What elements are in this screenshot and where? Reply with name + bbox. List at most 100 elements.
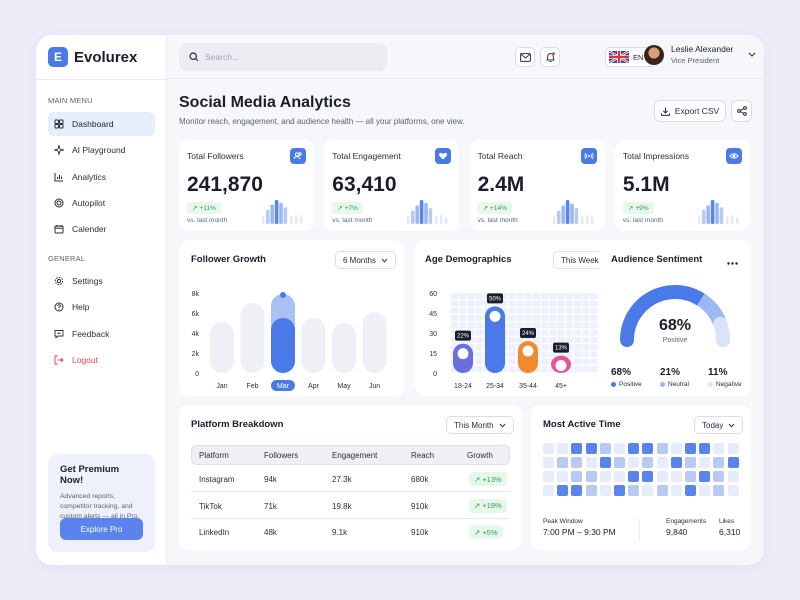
- heatmap-cell[interactable]: [713, 443, 725, 454]
- age-bar[interactable]: [485, 306, 505, 373]
- sidebar-item-help[interactable]: Help: [48, 295, 155, 319]
- heatmap-cell[interactable]: [628, 457, 640, 468]
- heatmap-cell[interactable]: [557, 457, 569, 468]
- sidebar-item-ai-playground[interactable]: AI Playground: [48, 138, 155, 162]
- heatmap-cell[interactable]: [543, 471, 554, 482]
- heatmap-cell[interactable]: [642, 443, 654, 454]
- heatmap-cell[interactable]: [599, 485, 611, 496]
- heatmap-cell[interactable]: [543, 457, 554, 468]
- heatmap-cell[interactable]: [614, 485, 625, 496]
- heatmap-cell[interactable]: [670, 471, 682, 482]
- heatmap-cell[interactable]: [585, 443, 597, 454]
- heatmap-cell[interactable]: [571, 485, 583, 496]
- growth-value: +13%: [482, 474, 502, 484]
- heatmap-cell[interactable]: [727, 471, 739, 482]
- growth-bar[interactable]: [240, 303, 265, 373]
- heatmap-cell[interactable]: [585, 471, 597, 482]
- heatmap-cell[interactable]: [557, 471, 569, 482]
- growth-bar[interactable]: [210, 322, 234, 373]
- growth-bar[interactable]: [332, 323, 356, 373]
- heatmap-cell[interactable]: [656, 471, 668, 482]
- heatmap-cell[interactable]: [557, 485, 569, 496]
- heatmap-cell[interactable]: [713, 471, 725, 482]
- growth-bar[interactable]: [301, 318, 326, 373]
- uk-flag-icon: [609, 51, 629, 63]
- heatmap-cell[interactable]: [685, 471, 696, 482]
- heatmap-cell[interactable]: [685, 443, 696, 454]
- notifications-button[interactable]: [540, 47, 560, 67]
- heatmap-cell[interactable]: [585, 457, 597, 468]
- sidebar-item-autopilot[interactable]: Autopilot: [48, 191, 155, 215]
- heatmap-cell[interactable]: [727, 457, 739, 468]
- heatmap-cell[interactable]: [614, 457, 625, 468]
- sidebar-item-settings[interactable]: Settings: [48, 269, 155, 293]
- heatmap-cell[interactable]: [543, 485, 554, 496]
- sparkle-icon: [54, 145, 64, 156]
- grid-cell: [557, 322, 565, 329]
- share-button[interactable]: [731, 100, 752, 122]
- heatmap-cell[interactable]: [670, 457, 682, 468]
- heatmap-cell[interactable]: [642, 457, 654, 468]
- mail-button[interactable]: [515, 47, 535, 67]
- heatmap-cell[interactable]: [599, 443, 611, 454]
- grid-cell: [574, 358, 581, 365]
- heatmap-cell[interactable]: [713, 457, 725, 468]
- heatmap-cell[interactable]: [670, 485, 682, 496]
- mail-icon: [519, 52, 531, 62]
- heatmap-cell[interactable]: [656, 457, 668, 468]
- heatmap-cell[interactable]: [699, 443, 711, 454]
- feedback-icon: [54, 329, 64, 339]
- heatmap-cell[interactable]: [585, 485, 597, 496]
- heatmap-cell[interactable]: [571, 443, 583, 454]
- heatmap-cell[interactable]: [571, 471, 583, 482]
- sidebar-item-calender[interactable]: Calender: [48, 217, 155, 241]
- heatmap-cell[interactable]: [599, 457, 611, 468]
- explore-pro-button[interactable]: Explore Pro: [60, 518, 143, 540]
- sentiment-arc-segment[interactable]: [620, 285, 708, 347]
- heatmap-cell[interactable]: [628, 471, 640, 482]
- follower-period-dropdown[interactable]: 6 Months: [335, 251, 396, 269]
- growth-bar-highlight[interactable]: [271, 318, 295, 373]
- heatmap-cell[interactable]: [642, 471, 654, 482]
- heatmap-cell[interactable]: [713, 485, 725, 496]
- heatmap-cell[interactable]: [628, 485, 640, 496]
- y-tick-label: 0: [195, 371, 199, 378]
- table-row[interactable]: [191, 522, 510, 548]
- heatmap-cell[interactable]: [685, 457, 696, 468]
- heatmap-cell[interactable]: [656, 485, 668, 496]
- sidebar-item-feedback[interactable]: Feedback: [48, 322, 155, 346]
- sidebar-item-dashboard[interactable]: Dashboard: [48, 112, 155, 136]
- table-cell-reach: 680k: [411, 475, 429, 484]
- heatmap-cell[interactable]: [599, 471, 611, 482]
- heatmap-cell[interactable]: [614, 471, 625, 482]
- heatmap-cell[interactable]: [670, 443, 682, 454]
- heatmap-cell[interactable]: [727, 443, 739, 454]
- heatmap-cell[interactable]: [699, 471, 711, 482]
- mini-bar: [725, 216, 729, 224]
- search-input[interactable]: Search...: [179, 43, 387, 71]
- sidebar-item-logout[interactable]: Logout: [48, 348, 155, 372]
- platform-period-dropdown[interactable]: This Month: [446, 416, 514, 434]
- active-period-dropdown[interactable]: Today: [694, 416, 744, 434]
- grid-cell: [467, 314, 475, 321]
- heatmap-cell[interactable]: [614, 443, 625, 454]
- heatmap-cell[interactable]: [699, 485, 711, 496]
- sentiment-arc-segment[interactable]: [713, 316, 730, 347]
- sidebar-item-analytics[interactable]: Analytics: [48, 165, 155, 189]
- more-options-icon[interactable]: [727, 262, 738, 265]
- brand[interactable]: E Evolurex: [48, 47, 137, 67]
- growth-bar[interactable]: [362, 312, 387, 373]
- heatmap-cell[interactable]: [628, 443, 640, 454]
- user-menu[interactable]: Leslie Alexander Vice President: [644, 44, 756, 65]
- heatmap-cell[interactable]: [656, 443, 668, 454]
- heatmap-cell[interactable]: [557, 443, 569, 454]
- grid-cell: [459, 314, 467, 321]
- heatmap-cell[interactable]: [543, 443, 554, 454]
- heatmap-cell[interactable]: [642, 485, 654, 496]
- heatmap-cell[interactable]: [571, 457, 583, 468]
- engagements-label: Engagements: [666, 518, 707, 525]
- heatmap-cell[interactable]: [727, 485, 739, 496]
- heatmap-cell[interactable]: [699, 457, 711, 468]
- heatmap-cell[interactable]: [685, 485, 696, 496]
- export-csv-button[interactable]: Export CSV: [654, 100, 726, 122]
